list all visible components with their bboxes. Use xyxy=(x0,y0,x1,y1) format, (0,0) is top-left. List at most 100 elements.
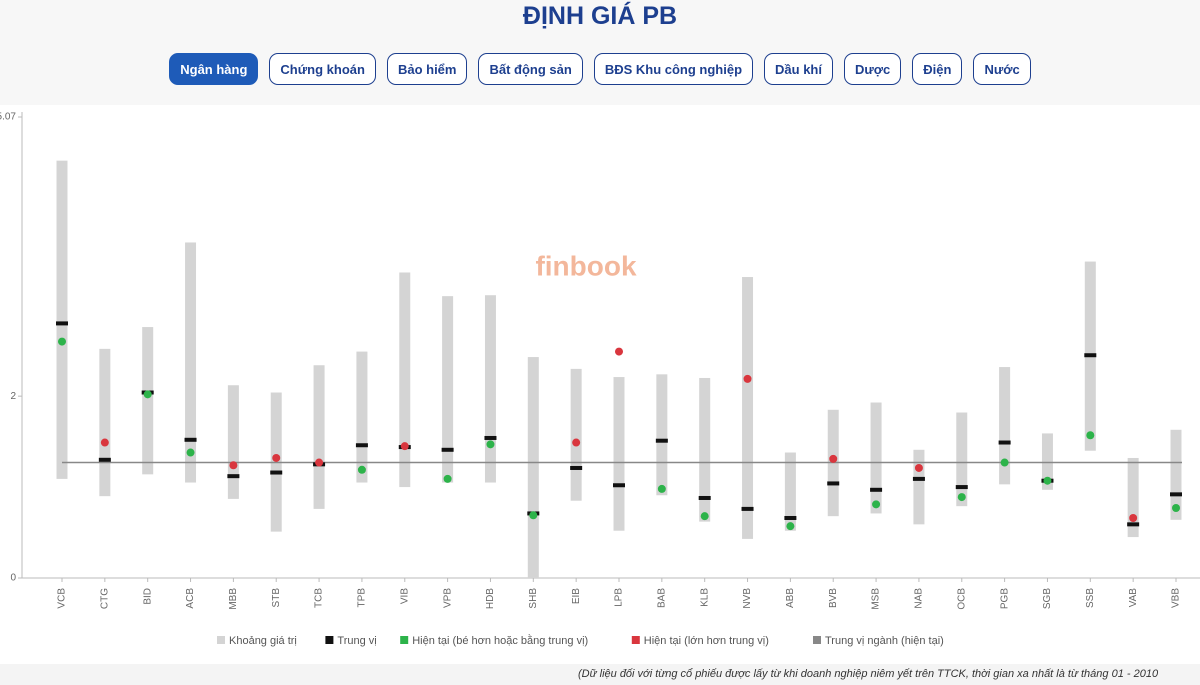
y-tick-label: 2 xyxy=(10,391,16,402)
current-dot xyxy=(572,438,581,447)
current-dot xyxy=(1043,476,1052,485)
tab[interactable]: Dược xyxy=(844,53,902,85)
range-bar xyxy=(956,412,968,507)
current-dot xyxy=(400,442,409,451)
range-bar xyxy=(999,367,1011,485)
median-mark xyxy=(227,474,240,479)
x-tick-label: HDB xyxy=(485,588,496,609)
median-mark xyxy=(655,438,668,443)
current-dot xyxy=(657,484,666,493)
median-mark xyxy=(184,437,197,442)
range-bar xyxy=(185,242,197,483)
current-dot xyxy=(615,347,623,356)
x-tick-label: KLB xyxy=(699,588,710,607)
current-dot xyxy=(1086,431,1095,440)
tab[interactable]: Chứng khoán xyxy=(269,53,376,85)
footnote: (Dữ liệu đối với từng cổ phiếu được lấy … xyxy=(578,668,1159,680)
tab[interactable]: Nước xyxy=(973,53,1031,85)
current-dot xyxy=(1129,513,1138,522)
current-dot xyxy=(700,512,709,521)
current-dot xyxy=(914,463,923,472)
median-mark xyxy=(484,435,497,440)
range-bar xyxy=(227,385,239,499)
current-dot xyxy=(143,390,152,399)
footnote-bar: (Dữ liệu đối với từng cổ phiếu được lấy … xyxy=(0,664,1200,685)
x-tick-label: MBB xyxy=(228,588,239,610)
x-tick-label: BAB xyxy=(656,588,667,608)
current-dot xyxy=(529,511,538,520)
range-bar xyxy=(484,295,496,483)
median-mark xyxy=(955,485,968,490)
median-mark xyxy=(870,487,883,492)
current-dot xyxy=(829,454,838,463)
range-bar xyxy=(356,351,368,483)
current-dot xyxy=(272,453,281,462)
median-mark xyxy=(98,457,111,462)
median-mark xyxy=(1170,492,1182,497)
current-dot xyxy=(58,337,66,346)
tab[interactable]: Điện xyxy=(912,53,963,85)
median-mark xyxy=(1127,522,1140,527)
median-mark xyxy=(698,495,711,500)
median-mark xyxy=(784,515,797,520)
tab[interactable]: Ngân hàng xyxy=(169,53,259,85)
current-dot xyxy=(100,438,109,447)
tab[interactable]: Dầu khí xyxy=(764,53,833,85)
range-bar xyxy=(56,160,68,479)
current-dot xyxy=(1172,503,1180,512)
x-tick-label: VAB xyxy=(1128,588,1139,608)
current-dot xyxy=(1000,458,1009,467)
x-tick-label: LPB xyxy=(614,588,625,607)
median-mark xyxy=(441,447,454,452)
x-tick-label: SHB xyxy=(528,588,539,609)
range-bar xyxy=(613,377,625,531)
median-mark xyxy=(1084,353,1097,358)
x-tick-label: ABB xyxy=(785,588,796,608)
median-mark xyxy=(912,476,925,481)
range-bar xyxy=(699,377,711,522)
legend-swatch xyxy=(813,636,821,644)
x-tick-label: CTG xyxy=(99,588,110,609)
current-dot xyxy=(315,458,324,467)
range-bar xyxy=(142,327,154,475)
median-mark xyxy=(56,321,68,326)
x-tick-label: VCB xyxy=(57,588,68,609)
range-bar xyxy=(870,402,882,514)
range-bar xyxy=(1170,429,1182,520)
tab[interactable]: BĐS Khu công nghiệp xyxy=(593,53,754,85)
legend-label: Trung vị ngành (hiện tại) xyxy=(825,635,944,647)
x-tick-label: BVB xyxy=(828,588,839,608)
x-tick-label: SGB xyxy=(1042,588,1053,609)
legend-label: Khoảng giá trị xyxy=(229,635,297,647)
tab[interactable]: Bất động sản xyxy=(478,53,583,85)
x-tick-label: VPB xyxy=(442,588,453,608)
x-tick-label: NAB xyxy=(914,588,925,609)
x-tick-label: PGB xyxy=(999,588,1010,609)
median-mark xyxy=(827,481,840,486)
header: ĐỊNH GIÁ PB Ngân hàng Chứng khoán Bảo hiểm… xyxy=(0,0,1200,105)
x-tick-label: VIB xyxy=(399,588,410,604)
range-bar xyxy=(570,368,582,501)
range-bar xyxy=(1041,433,1053,490)
x-tick-label: SSB xyxy=(1085,588,1096,608)
range-bar xyxy=(1127,457,1139,538)
current-dot xyxy=(743,374,752,383)
median-mark xyxy=(270,470,283,475)
range-bar xyxy=(527,357,539,578)
legend-swatch xyxy=(631,636,640,644)
tab[interactable]: Bảo hiểm xyxy=(386,53,468,85)
legend-swatch xyxy=(325,636,334,644)
x-tick-label: MSB xyxy=(871,588,882,610)
current-dot xyxy=(957,493,966,502)
median-mark xyxy=(741,506,754,511)
range-bar xyxy=(656,374,668,496)
current-dot xyxy=(229,461,238,470)
x-tick-label: ACB xyxy=(185,588,196,609)
y-tick-label: 5.07 xyxy=(0,112,16,123)
watermark: finbook xyxy=(535,250,637,281)
x-tick-label: VBB xyxy=(1171,588,1182,608)
range-bar xyxy=(784,452,796,531)
current-dot xyxy=(872,500,881,509)
range-bar xyxy=(742,277,754,539)
legend-label: Hiện tại (bé hơn hoặc bằng trung vị) xyxy=(412,634,588,647)
